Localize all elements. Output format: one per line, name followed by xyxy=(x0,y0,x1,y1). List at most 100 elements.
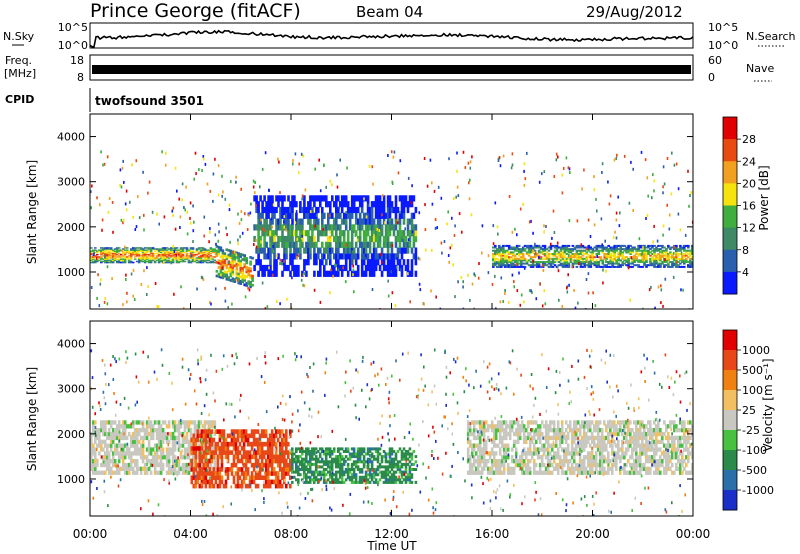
power-cell xyxy=(291,230,294,237)
power-cell xyxy=(337,224,340,231)
velocity-cell xyxy=(278,458,282,464)
power-cell xyxy=(92,260,95,263)
velocity-cell xyxy=(330,468,334,471)
velocity-cell xyxy=(179,431,183,437)
power-cell xyxy=(579,264,583,267)
power-cell xyxy=(607,254,610,257)
power-cell xyxy=(127,252,131,255)
power-cell xyxy=(241,280,244,284)
power-cell xyxy=(209,247,213,249)
power-cell xyxy=(117,255,121,257)
power-cell xyxy=(507,256,511,259)
velocity-cell xyxy=(322,470,326,474)
noise-panel-frame xyxy=(89,22,694,49)
velocity-cell xyxy=(394,457,398,461)
power-cell xyxy=(287,235,290,243)
power-cell xyxy=(601,248,605,251)
velocity-cell xyxy=(238,441,242,447)
velocity-cell xyxy=(384,460,388,464)
power-cell xyxy=(239,266,242,270)
power-cell xyxy=(529,246,533,249)
velocity-cell xyxy=(412,450,416,453)
power-cell xyxy=(376,206,380,214)
power-scatter xyxy=(652,240,654,244)
power-cell xyxy=(579,261,583,263)
power-cell xyxy=(563,249,567,252)
velocity-cell xyxy=(194,437,198,443)
power-cell xyxy=(96,251,99,254)
velocity-cell xyxy=(228,450,232,455)
power-cell xyxy=(285,241,288,248)
power-cell xyxy=(313,259,316,266)
power-cell xyxy=(104,247,107,249)
power-cell xyxy=(382,259,386,266)
power-cell xyxy=(364,224,368,231)
power-cell xyxy=(96,256,99,258)
power-scatter xyxy=(279,258,282,262)
velocity-cell xyxy=(206,446,210,451)
power-cell xyxy=(535,264,539,267)
power-cell xyxy=(370,206,374,214)
power-cell xyxy=(384,253,388,260)
power-cell xyxy=(362,253,366,260)
velocity-cell xyxy=(368,460,372,464)
power-scatter xyxy=(112,230,114,234)
velocity-cell xyxy=(171,459,175,464)
velocity-cell xyxy=(208,446,212,451)
power-cell xyxy=(102,249,105,251)
power-scatter xyxy=(138,216,141,220)
velocity-cell xyxy=(117,431,121,437)
power-cell xyxy=(102,250,105,252)
velocity-cell xyxy=(200,458,204,464)
power-scatter xyxy=(239,235,241,239)
velocity-cell xyxy=(358,468,362,471)
velocity-cell xyxy=(256,437,260,443)
velocity-cell xyxy=(358,470,362,474)
power-cell xyxy=(545,254,549,257)
velocity-cell xyxy=(305,468,308,471)
velocity-cell xyxy=(285,483,288,489)
velocity-cell xyxy=(408,478,412,482)
power-cell xyxy=(283,253,286,260)
power-cell xyxy=(509,259,513,262)
power-scatter xyxy=(642,258,644,262)
power-cell xyxy=(301,230,304,237)
power-scatter xyxy=(664,277,667,281)
power-cell xyxy=(519,251,523,254)
velocity-cell xyxy=(336,465,340,469)
power-cell xyxy=(243,256,246,260)
power-cell xyxy=(90,261,93,264)
power-cell xyxy=(502,264,505,267)
power-cell xyxy=(587,264,591,267)
velocity-cell xyxy=(212,437,216,443)
power-cell xyxy=(337,241,340,248)
velocity-cell xyxy=(109,447,113,452)
velocity-cell xyxy=(334,462,338,466)
power-cell xyxy=(321,206,324,214)
power-scatter xyxy=(464,166,467,169)
power-cell xyxy=(621,264,624,267)
power-cell xyxy=(549,244,553,247)
velocity-cell xyxy=(234,437,238,443)
velocity-cell xyxy=(244,437,248,443)
power-scatter xyxy=(338,206,340,210)
power-cell xyxy=(111,253,115,256)
velocity-cell xyxy=(354,473,358,477)
power-cell xyxy=(297,270,300,277)
power-scatter xyxy=(240,187,242,191)
power-cell xyxy=(593,262,597,265)
power-cell xyxy=(189,248,193,250)
power-scatter xyxy=(543,230,545,234)
power-cell xyxy=(335,230,338,237)
velocity-cell xyxy=(177,420,181,425)
power-cell xyxy=(329,247,332,254)
power-cell xyxy=(231,268,235,272)
velocity-cell xyxy=(482,466,486,471)
power-cell xyxy=(275,206,278,214)
velocity-cell xyxy=(394,470,398,474)
power-cell xyxy=(243,276,246,280)
velocity-cell xyxy=(113,435,117,441)
power-cell xyxy=(231,259,235,263)
power-cell xyxy=(623,259,626,262)
velocity-cell xyxy=(398,470,402,474)
